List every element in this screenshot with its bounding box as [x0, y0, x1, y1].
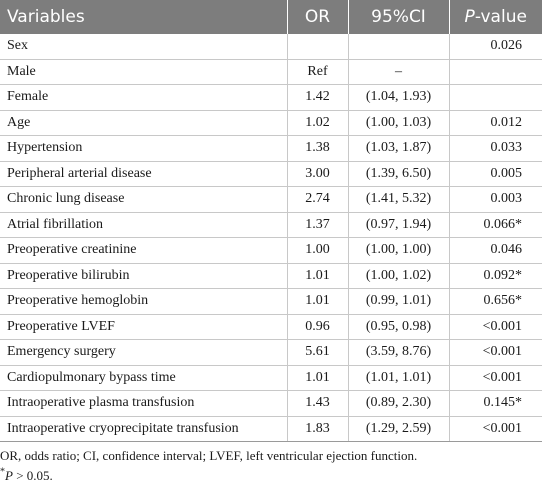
cell-p-value: 0.145*	[449, 390, 542, 417]
cell-ci: (1.00, 1.00)	[348, 237, 450, 264]
footnote-threshold: > 0.05.	[12, 468, 53, 483]
cell-or: Ref	[287, 59, 349, 85]
cell-ci: (1.00, 1.02)	[348, 263, 450, 289]
table-row: Atrial fibrillation 1.37 (0.97, 1.94) 0.066…	[0, 212, 542, 238]
cell-variable: Preoperative hemoglobin	[0, 288, 288, 315]
cell-or: 1.38	[287, 135, 349, 162]
cell-p-value: 0.003	[449, 186, 542, 213]
header-ci: 95%CI	[348, 0, 450, 34]
cell-or: 1.42	[287, 84, 349, 111]
cell-p-value	[449, 59, 542, 85]
cell-or: 1.01	[287, 365, 349, 391]
cell-ci: (3.59, 8.76)	[348, 339, 450, 366]
footnote-p-letter: P	[5, 468, 13, 483]
cell-ci: (0.97, 1.94)	[348, 212, 450, 238]
cell-p-value: 0.066*	[449, 212, 542, 238]
cell-ci	[348, 34, 450, 60]
cell-variable: Age	[0, 110, 288, 136]
footnote-mark: *	[0, 466, 5, 478]
cell-variable: Peripheral arterial disease	[0, 161, 288, 187]
footnote-abbreviations: OR, odds ratio; CI, confidence interval;…	[0, 448, 418, 463]
cell-or: 5.61	[287, 339, 349, 366]
cell-variable: Emergency surgery	[0, 339, 288, 366]
cell-variable: Chronic lung disease	[0, 186, 288, 213]
cell-or: 1.00	[287, 237, 349, 264]
cell-variable: Hypertension	[0, 135, 288, 162]
table-row: Intraoperative cryoprecipitate transfusi…	[0, 416, 542, 442]
cell-or: 1.43	[287, 390, 349, 417]
cell-variable: Preoperative creatinine	[0, 237, 288, 264]
cell-variable: Cardiopulmonary bypass time	[0, 365, 288, 391]
cell-ci: (0.95, 0.98)	[348, 314, 450, 340]
cell-variable: Intraoperative plasma transfusion	[0, 390, 288, 417]
header-p-value: P-value	[449, 0, 542, 34]
cell-p-value: 0.046	[449, 237, 542, 264]
cell-ci: (1.01, 1.01)	[348, 365, 450, 391]
table-row: Male Ref –	[0, 59, 542, 85]
footnote-significance: *P > 0.05.	[0, 466, 542, 486]
cell-variable: Preoperative bilirubin	[0, 263, 288, 289]
cell-ci: (0.89, 2.30)	[348, 390, 450, 417]
cell-variable: Female	[0, 84, 288, 111]
table-row: Chronic lung disease 2.74 (1.41, 5.32) 0.00…	[0, 186, 542, 213]
table-row: Intraoperative plasma transfusion 1.43 (0.…	[0, 390, 542, 417]
table-row: Emergency surgery 5.61 (3.59, 8.76) <0.001	[0, 339, 542, 366]
cell-ci: (1.04, 1.93)	[348, 84, 450, 111]
cell-ci: (1.41, 5.32)	[348, 186, 450, 213]
table-row: Preoperative creatinine 1.00 (1.00, 1.00) 0…	[0, 237, 542, 264]
cell-or: 1.37	[287, 212, 349, 238]
table-row: Cardiopulmonary bypass time 1.01 (1.01, 1.…	[0, 365, 542, 391]
cell-p-value: 0.656*	[449, 288, 542, 315]
cell-or: 2.74	[287, 186, 349, 213]
cell-ci: (1.00, 1.03)	[348, 110, 450, 136]
cell-ci: (0.99, 1.01)	[348, 288, 450, 315]
header-p-letter: P	[464, 7, 475, 27]
results-table: Variables OR 95%CI P-value Sex 0.026 Male R…	[0, 0, 542, 442]
cell-ci: (1.03, 1.87)	[348, 135, 450, 162]
cell-variable: Preoperative LVEF	[0, 314, 288, 340]
cell-or: 1.01	[287, 263, 349, 289]
cell-p-value: 0.026	[449, 34, 542, 60]
cell-variable: Intraoperative cryoprecipitate transfusi…	[0, 416, 288, 442]
header-row: Variables OR 95%CI P-value	[0, 0, 542, 34]
cell-ci: –	[348, 59, 450, 85]
cell-p-value: 0.005	[449, 161, 542, 187]
table-row: Female 1.42 (1.04, 1.93)	[0, 84, 542, 111]
cell-or	[287, 34, 349, 60]
cell-p-value	[449, 84, 542, 111]
cell-or: 1.83	[287, 416, 349, 442]
cell-p-value: 0.092*	[449, 263, 542, 289]
cell-ci: (1.39, 6.50)	[348, 161, 450, 187]
cell-variable: Male	[0, 59, 288, 85]
table-row: Preoperative bilirubin 1.01 (1.00, 1.02) 0.…	[0, 263, 542, 289]
cell-or: 3.00	[287, 161, 349, 187]
table-body: Sex 0.026 Male Ref – Female 1.42 (1.04, 1.93) Ag…	[0, 34, 542, 442]
header-or: OR	[287, 0, 349, 34]
header-p-suffix: -value	[474, 7, 527, 27]
results-table-container: Variables OR 95%CI P-value Sex 0.026 Male R…	[0, 0, 542, 442]
cell-p-value: <0.001	[449, 314, 542, 340]
table-row: Hypertension 1.38 (1.03, 1.87) 0.033	[0, 135, 542, 162]
table-header: Variables OR 95%CI P-value	[0, 0, 542, 34]
header-variables: Variables	[0, 0, 288, 34]
cell-p-value: <0.001	[449, 416, 542, 442]
cell-or: 0.96	[287, 314, 349, 340]
cell-p-value: 0.012	[449, 110, 542, 136]
cell-or: 1.01	[287, 288, 349, 315]
table-row: Peripheral arterial disease 3.00 (1.39, 6.…	[0, 161, 542, 187]
table-row: Age 1.02 (1.00, 1.03) 0.012	[0, 110, 542, 136]
cell-p-value: <0.001	[449, 339, 542, 366]
cell-ci: (1.29, 2.59)	[348, 416, 450, 442]
cell-variable: Atrial fibrillation	[0, 212, 288, 238]
cell-p-value: 0.033	[449, 135, 542, 162]
cell-variable: Sex	[0, 34, 288, 60]
table-row: Preoperative hemoglobin 1.01 (0.99, 1.01) 0…	[0, 288, 542, 315]
table-row: Sex 0.026	[0, 34, 542, 60]
cell-p-value: <0.001	[449, 365, 542, 391]
table-footnotes: OR, odds ratio; CI, confidence interval;…	[0, 446, 542, 486]
cell-or: 1.02	[287, 110, 349, 136]
table-row: Preoperative LVEF 0.96 (0.95, 0.98) <0.001	[0, 314, 542, 340]
